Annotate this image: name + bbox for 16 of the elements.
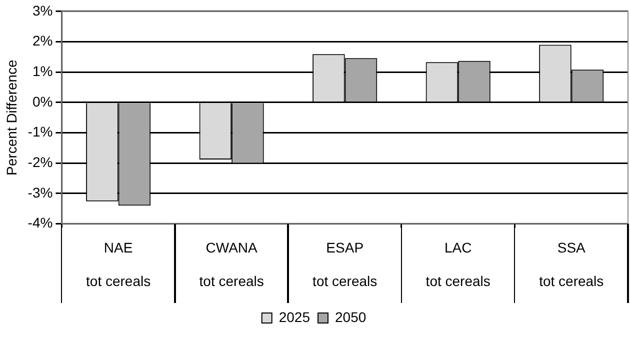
legend-label: 2050	[335, 308, 366, 325]
y-tick-label: 0%	[32, 93, 53, 110]
y-tick-label: 1%	[32, 62, 53, 79]
y-tick-label: 3%	[32, 2, 53, 18]
y-tick-label: -2%	[28, 154, 53, 170]
y-tick-label: -3%	[28, 184, 53, 200]
y-tick-label: -4%	[28, 214, 53, 231]
category-label: SSA tot cereals	[539, 239, 604, 290]
y-tick-label: 2%	[32, 32, 53, 49]
category-label: ESAP tot cereals	[312, 239, 378, 290]
category-label: NAE tot cereals	[86, 239, 151, 290]
category-label: LAC tot cereals	[426, 239, 490, 290]
category-label: CWANA tot cereals	[199, 239, 264, 290]
y-tick-label: -1%	[28, 124, 53, 140]
legend-label: 2025	[278, 308, 310, 325]
y-axis-title: Percent Difference	[3, 60, 20, 176]
